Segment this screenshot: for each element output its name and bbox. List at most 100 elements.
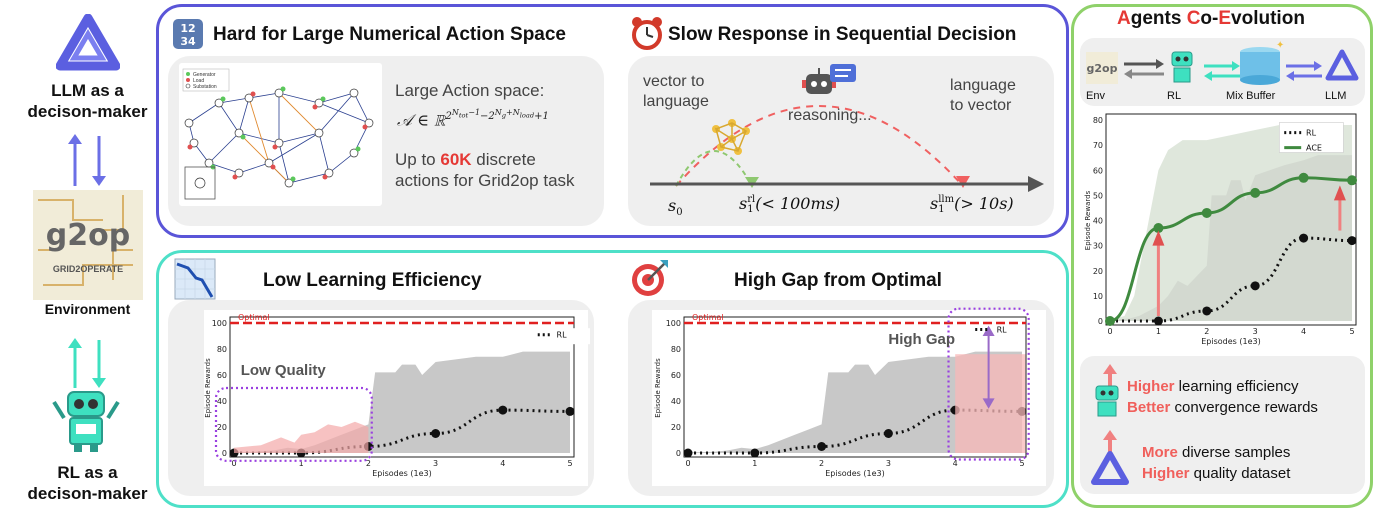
vector-to-language-label: vector to language [643,73,709,110]
y-tick-label: 20 [1093,267,1103,276]
y-tick-label: 100 [666,319,681,328]
plot-frame [683,316,1027,458]
declining-chart-icon [174,258,216,300]
low-efficiency-title: Low Learning Efficiency [263,270,482,291]
env-logo-text: g2op [45,218,131,253]
x-tick-label: 5 [1019,459,1024,468]
y-tick-label: 80 [1093,116,1103,125]
x-tick-label: 4 [953,459,958,468]
low-quality-region [234,421,369,453]
high-gap-title: High Gap from Optimal [734,270,942,291]
grid-network-image: Generator Load Substation [179,63,382,206]
data-point-ace [1201,207,1212,218]
flow-buffer-label: Mix Buffer [1226,90,1276,102]
x-tick-label: 2 [819,459,824,468]
gap-box [947,307,1030,461]
data-point-rl [1347,236,1357,246]
x-tick-label: 0 [231,459,236,468]
y-tick-label: 50 [1093,191,1103,200]
y-tick-label: 0 [1098,317,1103,326]
y-tick-label: 20 [671,423,681,432]
data-point-rl [750,448,760,458]
benefit-diverse-samples: More diverse samples [1142,444,1291,461]
data-point-rl [498,405,508,415]
sequence-diagram [650,64,1044,192]
svg-text:12: 12 [180,22,195,35]
high-gap-label: High Gap [888,331,955,348]
x-tick-label: 2 [366,459,371,468]
optimal-label: Optimal [692,313,724,322]
numbers-icon: 12 34 [173,19,203,49]
x-tick-label: 2 [1204,327,1209,336]
llm-env-arrows-icon [68,134,106,186]
action-space-title: Hard for Large Numerical Action Space [213,24,567,45]
data-point-ace [1153,223,1164,234]
y-tick-label: 0 [222,449,227,458]
data-point-rl [1250,281,1260,291]
legend-substation: Substation [193,84,217,90]
svg-text:✦: ✦ [1276,40,1284,51]
series-line-rl [1109,236,1353,323]
y-tick-label: 0 [676,449,681,458]
action-space-line4: actions for Grid2op task [395,171,575,190]
rl-robot-icon [52,391,120,452]
circuit-pattern-icon [38,195,133,286]
legend-box [536,328,590,345]
language-to-vector-label: language to vector [950,77,1016,114]
data-point-ace [1347,175,1357,186]
x-tick-label: 1 [1156,327,1161,336]
benefit-convergence: Better convergence rewards [1127,399,1318,416]
variance-band [688,351,1022,453]
flow-llm-label: LLM [1325,90,1347,102]
y-tick-label: 60 [1093,166,1103,175]
y-tick-label: 60 [671,371,681,380]
improvement-arrow-head-2 [1333,185,1346,201]
env-logo-sub: GRID2OPERATE [52,264,124,274]
ace-benefits-card [1080,356,1365,494]
y-tick-label: 80 [671,345,681,354]
action-count-highlight: 60K [440,150,472,169]
llm-logo-icon [56,14,120,71]
alarm-clock-icon [632,17,662,50]
svg-text:34: 34 [180,35,196,48]
plot-frame [1105,113,1357,326]
ace-flow-diagram: g2op ✦ [1086,40,1359,85]
y-axis-label: Episode Rewards [1084,190,1092,250]
data-point-rl [431,429,441,438]
gap-arrow-head-down [982,398,995,409]
x-tick-label: 3 [886,459,891,468]
reasoning-label: reasoning... [788,107,872,124]
x-tick-label: 1 [299,459,304,468]
svg-text:g2op: g2op [1087,62,1118,75]
legend-rl-label: RL [1306,129,1317,138]
y-tick-label: 60 [217,371,227,380]
y-tick-label: 20 [217,423,227,432]
low-efficiency-chart: 0 20 40 60 80 100 0 1 2 3 4 5 Episodes (1e3) Episode … [204,313,590,478]
y-tick-label: 40 [671,397,681,406]
y-axis-label: Episode Rewards [204,358,212,418]
rl-role-label: RL as a decison-maker [27,463,148,503]
plot-frame [229,316,575,458]
x-tick-label: 3 [1253,327,1258,336]
data-point-rl [683,448,693,458]
x-tick-label: 4 [1301,327,1306,336]
x-tick-label: 0 [685,459,690,468]
series-line-rl [688,408,1023,455]
x-tick-label: 1 [752,459,757,468]
data-point-ace [1298,172,1309,183]
benefit-learning-efficiency: Higher learning efficiency [1127,378,1299,395]
y-tick-label: 70 [1093,141,1103,150]
state-s0: s0 [668,196,683,219]
action-space-formula: 𝒜 ∈ ℝ2Ntot−1−2Ng+Nload+1 [397,108,549,130]
data-point-rl [1202,306,1212,316]
variance-band [234,351,570,453]
legend-rl-label: RL [557,331,568,340]
ace-title: Agents Co-Evolution [1117,8,1305,29]
legend-generator: Generator [193,72,216,78]
y-axis-label: Episode Rewards [654,358,662,418]
x-tick-label: 5 [1349,327,1354,336]
legend-rl-label: RL [997,326,1008,335]
flow-rl-label: RL [1167,90,1182,102]
x-axis-label: Episodes (1e3) [1201,337,1260,346]
y-tick-label: 40 [1093,217,1103,226]
